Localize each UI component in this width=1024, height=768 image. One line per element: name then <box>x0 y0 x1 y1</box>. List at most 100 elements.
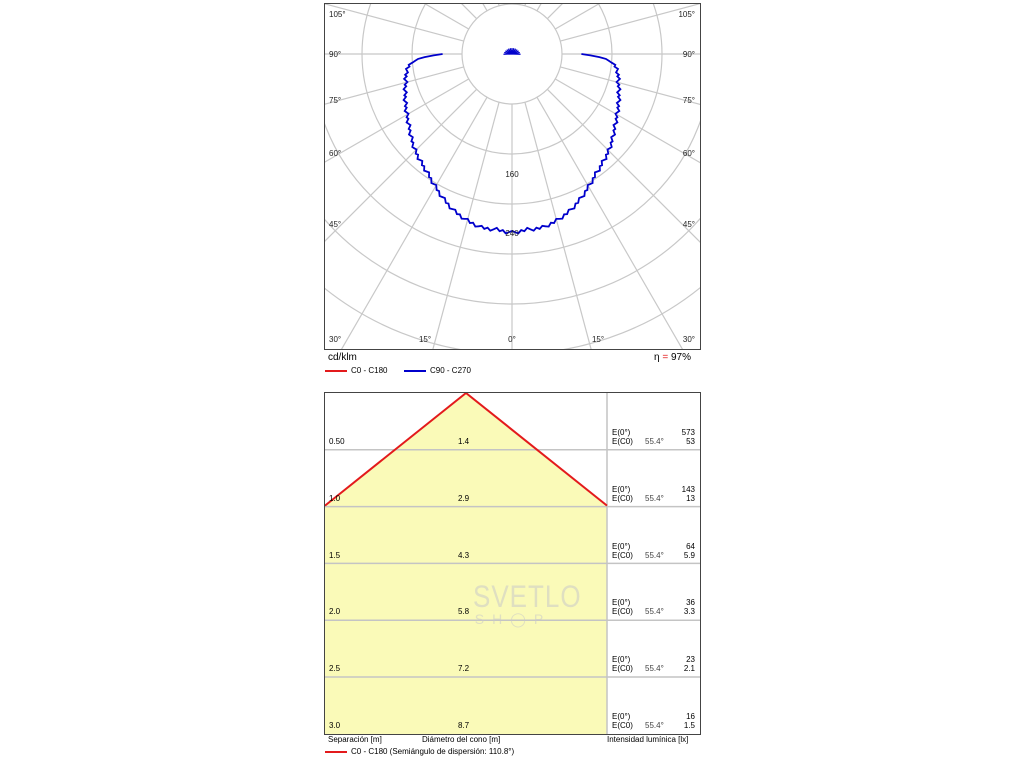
row-ec0-value: 53 <box>686 437 695 446</box>
legend-cone: C0 - C180 (Semiángulo de dispersión: 110… <box>325 747 514 757</box>
polar-labels: 105° 90° 75° 60° 45° 30° 15° 0° 15° 30° 45° 60° 75° 9… <box>329 10 695 344</box>
row-separation: 0.50 <box>329 437 345 446</box>
polar-angle-label: 30° <box>329 335 341 344</box>
row-diameter: 1.4 <box>458 437 470 446</box>
watermark-p: P <box>533 611 552 627</box>
polar-angle-label: 90° <box>329 50 341 59</box>
polar-angle-label: 0° <box>508 335 516 344</box>
polar-chart-panel: 105° 90° 75° 60° 45° 30° 15° 0° 15° 30° 45° 60° 75° 9… <box>324 3 701 350</box>
row-e0-value: 143 <box>681 484 695 494</box>
row-separation: 1.0 <box>329 493 341 503</box>
polar-spoke <box>432 102 500 349</box>
watermark-line2: SH◯P <box>473 611 553 628</box>
polar-angle-label: 75° <box>683 96 695 105</box>
polar-spoke <box>461 4 478 20</box>
polar-spoke <box>560 66 700 105</box>
polar-angle-label: 75° <box>329 96 341 105</box>
polar-grid <box>325 4 700 349</box>
legend-c0-c180-swatch <box>325 369 347 372</box>
row-e0-label: E(0°) <box>612 655 631 665</box>
row-ec0-label: E(C0) <box>612 550 633 560</box>
footer-intensity-label: Intensidad lumínica [lx] <box>607 735 689 744</box>
efficiency-label: η = 97% <box>654 353 691 363</box>
polar-spoke <box>325 4 464 42</box>
row-diameter: 2.9 <box>458 493 470 503</box>
row-ec0-value: 1.5 <box>683 721 695 730</box>
legend-c0-c180-label: C0 - C180 <box>351 366 388 375</box>
efficiency-value: 97% <box>670 352 691 363</box>
cone-line-left <box>325 393 467 507</box>
polar-spoke <box>325 66 464 105</box>
row-e0-label: E(0°) <box>612 598 631 608</box>
row-e0-value: 64 <box>686 541 695 551</box>
polar-spoke <box>555 78 700 164</box>
row-diameter: 4.3 <box>458 550 470 560</box>
polar-curves <box>402 48 622 235</box>
polar-angle-label: 60° <box>329 149 341 158</box>
polar-angle-label: 15° <box>419 335 431 344</box>
row-ec0-label: E(C0) <box>612 607 633 617</box>
polar-spoke <box>325 88 478 242</box>
legend-cone-label: C0 - C180 (Semiángulo de dispersión: 110… <box>351 747 515 756</box>
row-diameter: 7.2 <box>458 664 470 674</box>
polar-spoke <box>560 4 700 42</box>
polar-angle-label: 105° <box>678 10 695 19</box>
row-angle: 55.4° <box>645 550 664 560</box>
polar-angle-label: 90° <box>683 50 695 59</box>
row-e0-label: E(0°) <box>612 712 631 721</box>
cone-diagram <box>325 393 700 734</box>
row-angle: 55.4° <box>645 721 664 730</box>
polar-spoke <box>546 88 700 243</box>
polar-angle-label: 45° <box>329 220 341 229</box>
polar-angle-label: 15° <box>592 335 604 344</box>
row-e0-value: 36 <box>686 598 695 608</box>
cone-line-right <box>465 393 608 507</box>
row-e0-label: E(0°) <box>612 541 631 551</box>
row-angle: 55.4° <box>645 607 664 617</box>
row-diameter: 8.7 <box>458 721 470 730</box>
legend-cone-swatch <box>325 750 347 753</box>
row-separation: 2.0 <box>329 607 341 617</box>
polar-radial-label: 240 <box>505 229 519 238</box>
row-angle: 55.4° <box>645 437 664 446</box>
watermark-sh: SH <box>474 611 511 627</box>
polar-angle-label: 105° <box>329 10 346 19</box>
legend-c90-c270-label: C90 - C270 <box>430 366 471 375</box>
row-ec0-label: E(C0) <box>612 493 633 503</box>
legend-c0-c180: C0 - C180 <box>325 366 387 376</box>
series-c90-c270-curve <box>402 53 622 235</box>
row-separation: 3.0 <box>329 721 341 730</box>
polar-angle-label: 45° <box>683 220 695 229</box>
polar-spoke <box>325 78 469 163</box>
footer-separation-label: Separación [m] <box>328 735 382 744</box>
polar-spoke <box>524 102 592 349</box>
watermark-line1: SVETLO <box>473 578 582 614</box>
row-ec0-value: 3.3 <box>683 607 695 617</box>
row-ec0-value: 5.9 <box>683 550 695 560</box>
row-diameter: 5.8 <box>458 607 470 617</box>
polar-angle-label: 60° <box>683 149 695 158</box>
row-e0-label: E(0°) <box>612 428 631 437</box>
row-ec0-label: E(C0) <box>612 437 633 446</box>
efficiency-sep: = <box>662 352 669 363</box>
row-angle: 55.4° <box>645 493 664 503</box>
row-separation: 1.5 <box>329 550 341 560</box>
row-separation: 2.5 <box>329 664 341 674</box>
polar-unit-label: cd/klm <box>328 352 357 363</box>
watermark: SVETLO SH◯P <box>473 578 582 628</box>
legend-c90-c270-swatch <box>404 369 426 372</box>
polar-spoke <box>424 4 469 30</box>
row-e0-label: E(0°) <box>612 484 631 494</box>
polar-spoke <box>546 4 563 20</box>
polar-angle-label: 30° <box>683 335 695 344</box>
polar-radial-label: 160 <box>505 170 519 179</box>
row-e0-value: 23 <box>686 655 695 665</box>
row-angle: 55.4° <box>645 664 664 674</box>
polar-chart: 105° 90° 75° 60° 45° 30° 15° 0° 15° 30° 45° 60° 75° 9… <box>325 4 700 349</box>
row-e0-value: 16 <box>686 712 695 721</box>
polar-spoke <box>536 97 684 349</box>
bulb-icon: ◯ <box>510 611 534 627</box>
row-e0-value: 573 <box>681 428 695 437</box>
row-ec0-value: 13 <box>686 493 695 503</box>
cone-diagram-panel: 0.50 1.4 E(0°) E(C0) 55.4° 573 53 1.0 2.9 E(0°) E(… <box>324 392 701 735</box>
